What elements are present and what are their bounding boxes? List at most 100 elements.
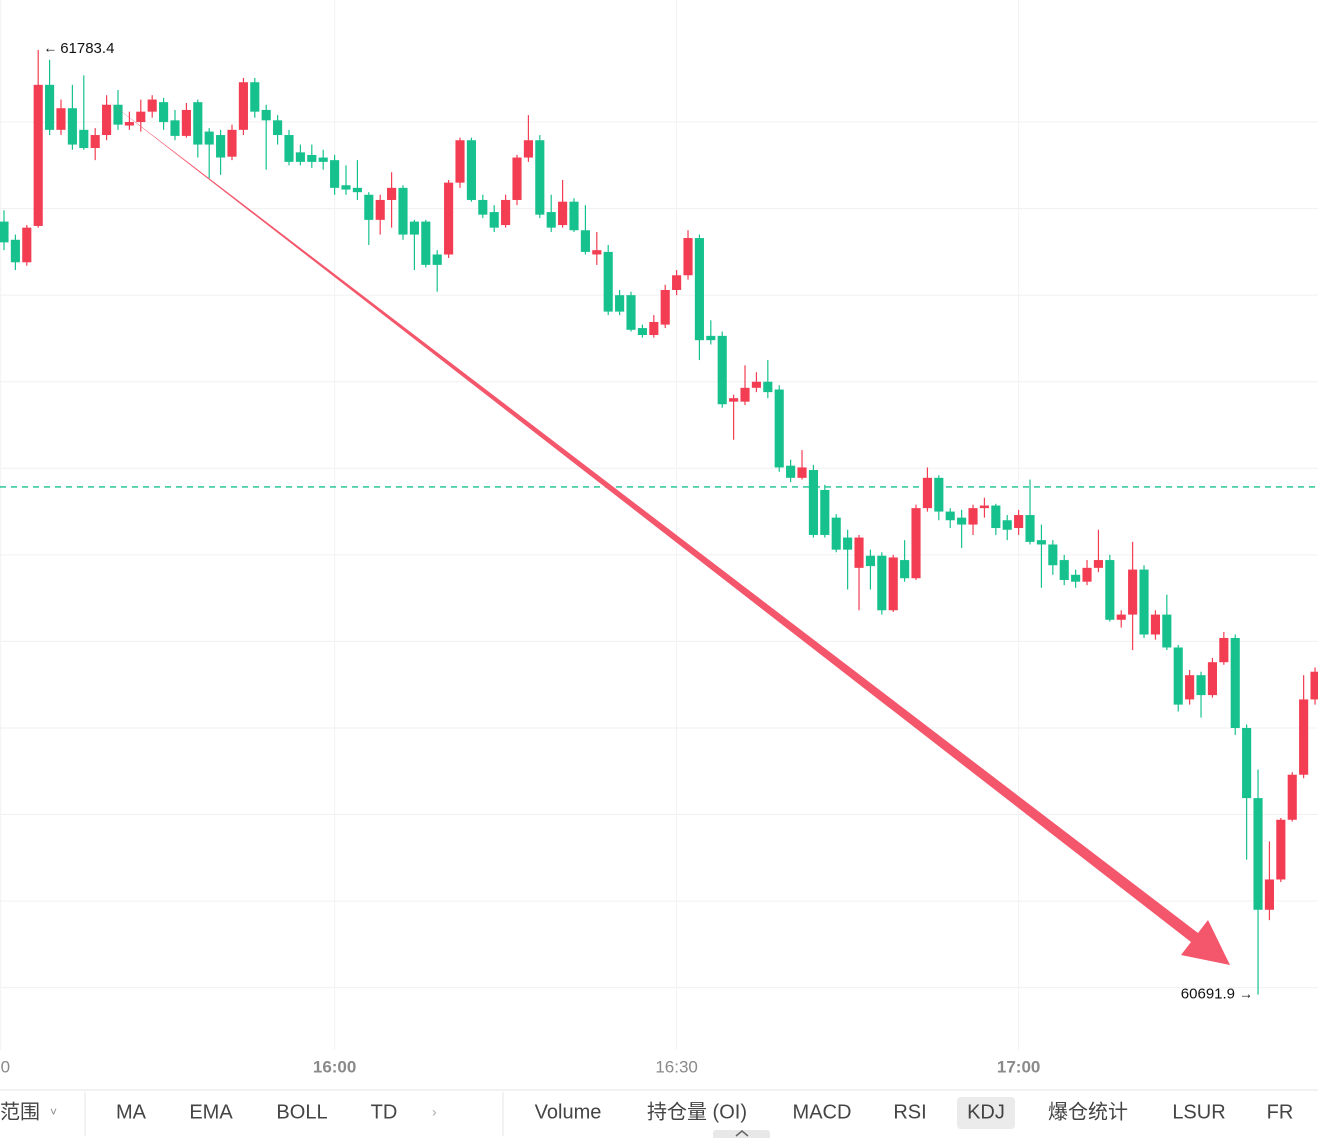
candle-body (444, 182, 454, 255)
x-tick-label: 17:00 (997, 1057, 1040, 1076)
candle-body (729, 398, 739, 402)
candle-body (808, 470, 818, 535)
panel-handle[interactable] (713, 1130, 770, 1138)
arrow-icon: ← (43, 40, 57, 56)
candle-body (22, 227, 32, 263)
candle-body (124, 122, 134, 126)
toolbar-button[interactable]: EMA (189, 1101, 233, 1123)
candle-body (1185, 675, 1195, 700)
candle-body (0, 221, 9, 243)
high-label: 61783.4 (60, 40, 114, 57)
more-arrow[interactable]: › (432, 1104, 437, 1120)
candle-body (945, 511, 955, 521)
candle-body (1173, 647, 1183, 705)
toolbar-button[interactable]: 持仓量 (OI) (647, 1100, 747, 1123)
x-tick-label: 16:30 (655, 1057, 698, 1076)
candle-body (1276, 819, 1286, 880)
candle-body (466, 140, 476, 200)
toolbar-button[interactable]: MACD (793, 1101, 852, 1123)
candle-body (979, 505, 989, 509)
candle-body (489, 212, 499, 228)
candle-body (364, 194, 374, 220)
candle-body (284, 135, 294, 162)
candle-body (843, 537, 853, 550)
candle-body (523, 140, 533, 158)
candle-body (911, 508, 921, 579)
x-tick-label: 30 (0, 1057, 10, 1076)
candle-body (1310, 671, 1318, 700)
candle-body (1207, 662, 1217, 696)
candle-body (706, 335, 716, 341)
candle-body (900, 560, 910, 579)
candle-body (751, 381, 761, 388)
candle-body (45, 84, 55, 130)
candle-body (603, 251, 613, 312)
toolbar-button[interactable]: RSI (893, 1101, 926, 1123)
candle-body (786, 465, 796, 478)
toolbar-button[interactable]: LSUR (1172, 1101, 1225, 1123)
candle-body (273, 120, 283, 136)
candle-body (1196, 675, 1206, 696)
candle-body (934, 477, 944, 512)
toolbar-button[interactable]: BOLL (276, 1101, 327, 1123)
candle-body (1105, 560, 1115, 620)
candle-body (877, 555, 887, 611)
candle-body (683, 238, 693, 276)
candle-body (546, 212, 556, 228)
candle-body (1287, 774, 1297, 820)
candle-body (261, 109, 271, 121)
candle-body (1264, 879, 1274, 910)
candle-body (580, 230, 590, 252)
candle-body (1025, 515, 1035, 542)
candle-body (717, 335, 727, 405)
candle-body (102, 104, 112, 136)
candle-body (1139, 569, 1149, 635)
toolbar-button[interactable]: MA (116, 1101, 147, 1123)
candle-body (854, 537, 864, 568)
candle-body (1150, 614, 1160, 635)
candle-body (295, 152, 305, 162)
x-axis: 30 16:00 16:30 17:00 (0, 1057, 1040, 1076)
candle-body (592, 250, 602, 255)
candle-body (1059, 560, 1069, 580)
candle-body (1036, 540, 1046, 545)
candle-body (170, 120, 180, 136)
candle-body (1082, 567, 1092, 582)
candle-body (558, 201, 568, 226)
toolbar-button[interactable]: FR (1267, 1101, 1294, 1123)
toolbar-button[interactable]: 范围 (0, 1100, 40, 1123)
candle-body (398, 187, 408, 235)
candle-body (820, 489, 830, 535)
candle-body (318, 157, 328, 162)
candle-body (1048, 544, 1058, 566)
candle-body (1014, 515, 1024, 529)
arrow-icon: → (1239, 985, 1253, 1001)
handle-chevron (735, 1130, 749, 1137)
dropdown-caret[interactable]: ˅ (50, 1105, 57, 1119)
x-tick-label: 16:00 (313, 1057, 356, 1076)
candle-body (991, 505, 1001, 529)
candle-body (797, 467, 807, 478)
trend-arrow (100, 95, 1230, 965)
toolbar-button[interactable]: Volume (535, 1101, 602, 1123)
candle-body (204, 131, 214, 145)
candle-body (1230, 637, 1240, 728)
candle-body (227, 129, 237, 157)
candles (0, 49, 1318, 995)
toolbar-button[interactable]: 爆仓统计 (1048, 1100, 1128, 1123)
candle-body (672, 275, 682, 290)
candle-body (1128, 569, 1138, 615)
candle-body (649, 322, 659, 335)
toolbar-button[interactable]: KDJ (967, 1101, 1005, 1123)
candle-body (341, 185, 351, 190)
candle-body (216, 135, 226, 158)
candle-body (33, 84, 43, 226)
candle-body (352, 187, 362, 193)
candle-body (1299, 699, 1309, 775)
candle-body (865, 555, 875, 567)
candle-body (922, 477, 932, 509)
candle-body (409, 221, 419, 235)
candle-body (1071, 574, 1081, 582)
toolbar-button[interactable]: TD (371, 1101, 398, 1123)
candle-body (387, 187, 397, 200)
